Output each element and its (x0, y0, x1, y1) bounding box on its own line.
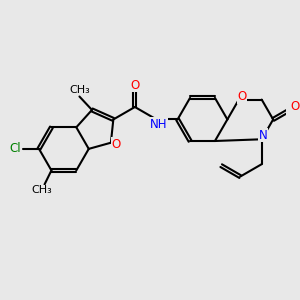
Text: NH: NH (150, 118, 167, 131)
Text: O: O (238, 90, 247, 103)
Text: N: N (259, 128, 268, 142)
Text: CH₃: CH₃ (70, 85, 90, 95)
Text: CH₃: CH₃ (31, 185, 52, 195)
Text: O: O (130, 79, 140, 92)
Text: Cl: Cl (10, 142, 22, 155)
Text: O: O (111, 138, 121, 151)
Text: O: O (290, 100, 300, 113)
